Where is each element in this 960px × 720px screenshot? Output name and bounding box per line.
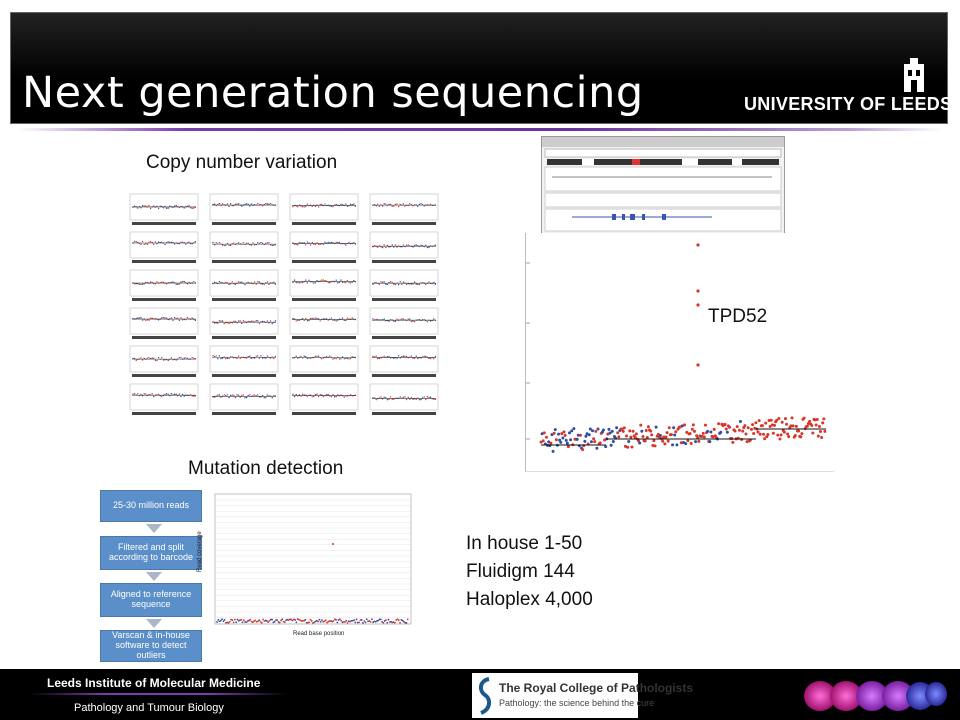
rcp-tagline: Pathology: the science behind the cure [499,698,655,708]
institute-name: Leeds Institute of Molecular Medicine [47,676,261,690]
copy-number-label: Copy number variation [146,152,338,173]
rcp-name: The Royal College of Pathologists [499,681,694,695]
workflow-step: Varscan & in-house software to detect ou… [100,630,202,662]
rcp-logo: The Royal College of Pathologists Pathol… [472,673,693,718]
panel-line: In house 1-50 [466,533,583,554]
title-bar [10,12,948,124]
header-divider [18,128,942,131]
rcp-emblem-icon [478,677,492,715]
down-arrow-icon [146,619,162,628]
stained-tissue-images [802,678,948,714]
panel-list: In house 1-50 Fluidigm 144 Haloplex 4,00… [466,530,593,614]
workflow-step: Filtered and split according to barcode [100,536,202,570]
panel-line: Haloplex 4,000 [466,589,593,610]
genome-browser-panel [541,136,785,234]
gene-label: TPD52 [708,306,768,327]
coverage-plot: Read coverage Read base position [197,492,413,642]
footer-divider [28,693,288,695]
department-name: Pathology and Tumour Biology [74,702,224,714]
down-arrow-icon [146,572,162,581]
panel-line: Fluidigm 144 [466,561,575,582]
university-wordmark: UNIVERSITY OF LEEDS [744,94,953,114]
workflow-step: 25-30 million reads [100,490,202,522]
university-crest-icon [898,58,930,92]
slide-title: Next generation sequencing [22,68,644,118]
copy-number-grid [122,190,442,422]
tpd52-plot-panel [525,233,834,472]
workflow-step: Aligned to reference sequence [100,583,202,617]
down-arrow-icon [146,524,162,533]
coverage-ylabel: Read coverage [197,531,203,572]
coverage-xlabel: Read base position [293,631,345,637]
mutation-label: Mutation detection [188,458,344,479]
